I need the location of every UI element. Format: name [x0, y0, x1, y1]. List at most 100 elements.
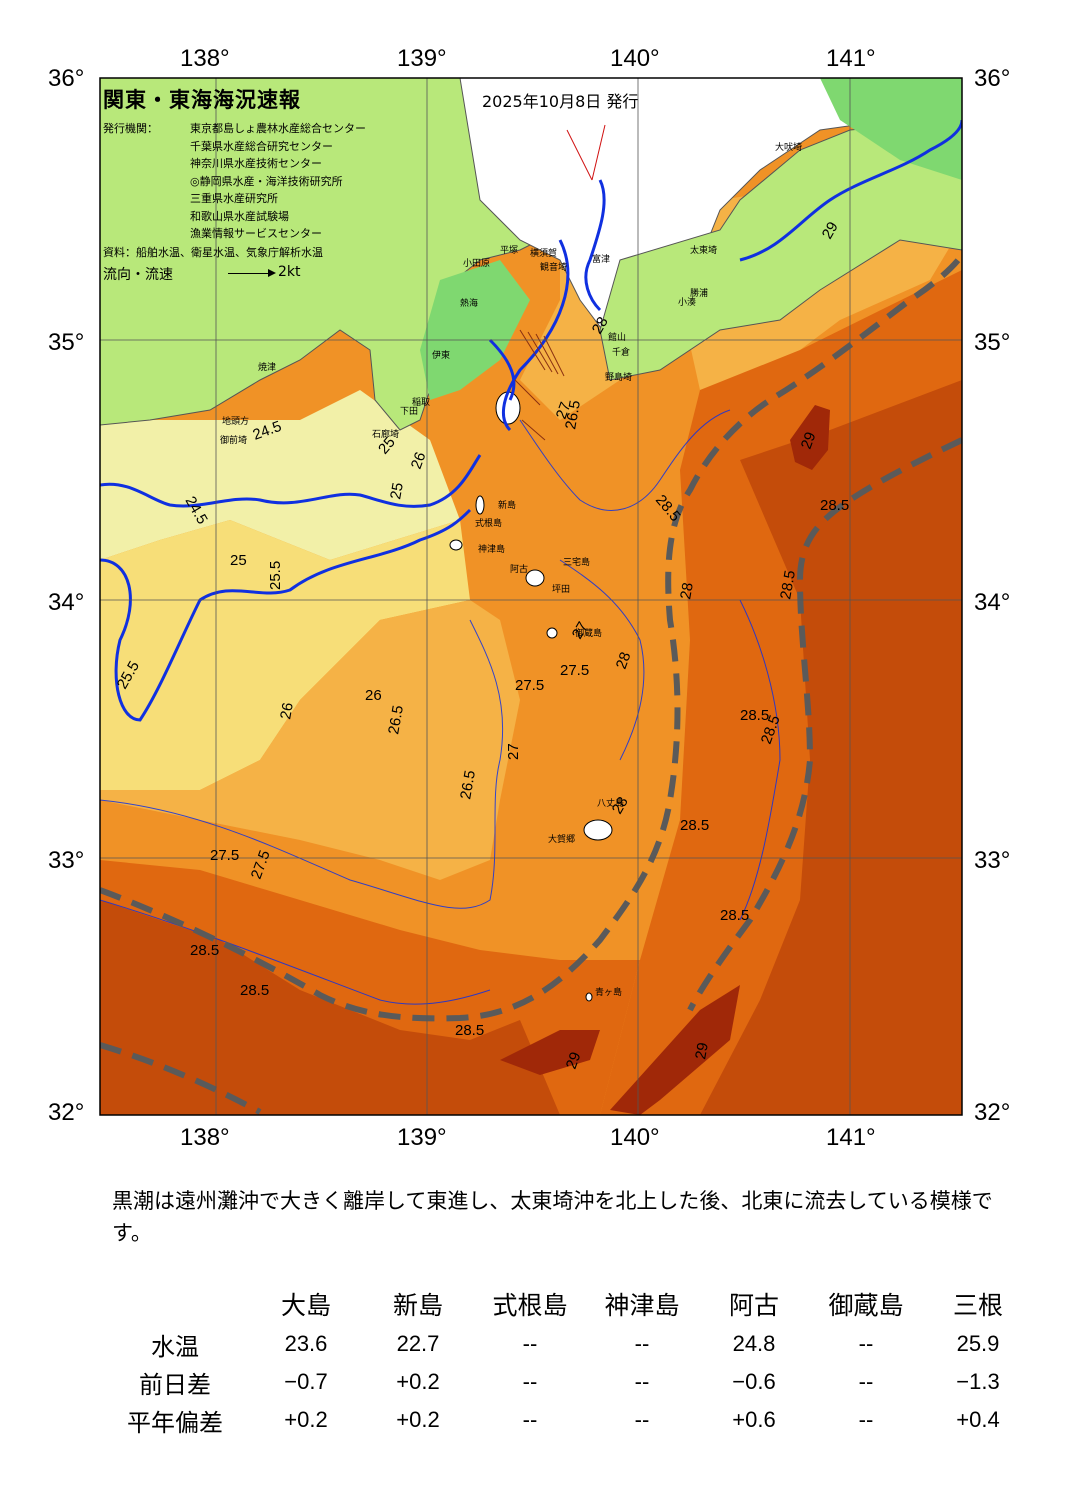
table-cell: --: [522, 1369, 538, 1394]
isotherm-label: 28: [677, 581, 697, 600]
lon-label: 139°: [397, 1124, 447, 1151]
publisher-label: 発行機関：: [103, 122, 158, 135]
place-name: 稲取: [412, 396, 430, 408]
island-miyake: [525, 569, 545, 587]
place-name: 坪田: [552, 584, 570, 595]
kuroshio-axis: [100, 253, 962, 1022]
isotherm-label: 26.5: [457, 769, 479, 801]
place-name: 新島: [498, 499, 516, 511]
lon-label: 138°: [180, 45, 230, 72]
place-name: 神津島: [478, 543, 505, 555]
place-name: 平塚: [500, 245, 518, 256]
isotherm-label: 28.5: [820, 497, 849, 514]
place-name: 焼津: [258, 362, 276, 373]
table-corner: [100, 1283, 250, 1325]
lat-label: 36°: [48, 65, 84, 92]
isotherm-label: 26: [408, 450, 430, 471]
isotherm-label: 27.5: [560, 662, 589, 679]
table-cell: --: [634, 1369, 650, 1394]
publisher-org: 神奈川県水産技術センター: [190, 157, 322, 170]
lat-label: 35°: [48, 329, 84, 356]
place-name: 富津: [592, 253, 610, 265]
place-name: 青ヶ島: [595, 986, 622, 998]
isotherm-label: 28.5: [680, 817, 709, 834]
isotherm-label: 28: [613, 650, 635, 671]
table-cell: −1.3: [956, 1369, 1000, 1394]
zone-29-a: [790, 405, 830, 470]
kuroshio-axis-south: [100, 1042, 262, 1115]
map-title-block: 関東・東海海況速報: [103, 84, 463, 114]
isotherm-label: 28.5: [777, 569, 799, 601]
zone-25: [100, 520, 470, 790]
isotherm-label: 25.5: [267, 561, 284, 590]
table-cell: 25.9: [956, 1331, 1000, 1356]
lat-label: 32°: [48, 1099, 84, 1126]
current-vectors: [514, 329, 565, 441]
lon-label: 138°: [180, 1124, 230, 1151]
table-row: 前日差 −0.7 +0.2 -- -- −0.6 -- −1.3: [100, 1363, 1034, 1401]
boundary-lines: [566, 124, 606, 181]
lat-labels-left: 36° 35° 34° 33° 32°: [48, 65, 84, 1126]
lon-label: 140°: [610, 1124, 660, 1151]
table-cell: --: [634, 1407, 650, 1432]
table-cell: +0.2: [396, 1369, 440, 1394]
lat-label: 33°: [48, 847, 84, 874]
place-name: 石廊埼: [372, 428, 399, 440]
publisher-org: 三重県水産研究所: [190, 192, 278, 205]
observation-table: 大島 新島 式根島 神津島 阿古 御蔵島 三根 水温 23.6 22.7 -- …: [100, 1283, 1034, 1439]
publisher-org: 和歌山県水産試験場: [190, 209, 289, 223]
place-name: 小湊: [678, 296, 696, 308]
place-name: 野島埼: [605, 371, 632, 383]
row-label: 水温: [151, 1332, 199, 1361]
isotherm-label: 27.5: [515, 677, 544, 694]
isotherm-label: 28.5: [740, 707, 769, 724]
isotherm-label: 29: [563, 1050, 585, 1071]
isotherms-thin: [100, 409, 781, 1005]
zone-285-west: [100, 900, 560, 1115]
station-name: 式根島: [492, 1291, 568, 1320]
isotherm-label: 29: [692, 1041, 712, 1060]
zone-285: [700, 380, 962, 1115]
isotherm-label: 28.5: [240, 982, 269, 999]
island-shikine: [449, 539, 463, 551]
place-name: 勝浦: [690, 287, 708, 299]
land-northeast: [820, 78, 962, 180]
station-name: 新島: [392, 1291, 443, 1320]
table-cell: +0.4: [956, 1407, 1000, 1432]
table-cell: −0.7: [284, 1369, 328, 1394]
zone-24: [100, 390, 460, 560]
place-name: 御蔵島: [575, 627, 602, 639]
station-name: 阿古: [728, 1291, 779, 1320]
place-name: 小田原: [463, 258, 490, 269]
lat-label: 34°: [48, 589, 84, 616]
isotherm-label: 29: [798, 430, 820, 451]
table-cell: --: [522, 1407, 538, 1432]
table-cell: --: [634, 1331, 650, 1356]
place-name: 大賀郷: [548, 833, 575, 845]
station-name: 大島: [280, 1291, 331, 1320]
table-cell: --: [858, 1331, 874, 1356]
lon-labels-top: 138° 139° 140° 141°: [180, 45, 876, 72]
table-cell: −0.6: [732, 1369, 776, 1394]
issue-date: 2025年10月8日 発行: [482, 92, 639, 111]
flow-legend-label: 流向・流速: [103, 267, 173, 283]
table-cell: +0.2: [396, 1407, 440, 1432]
place-name: 千倉: [612, 346, 630, 358]
place-name: 式根島: [475, 517, 502, 529]
land-izu-high: [420, 260, 530, 400]
station-name: 御蔵島: [828, 1291, 904, 1320]
isotherm-label: 27.5: [210, 847, 239, 864]
isotherm-label: 28: [589, 314, 612, 337]
station-name: 神津島: [604, 1291, 680, 1320]
isotherm-label: 26.5: [385, 704, 407, 736]
place-name: 観音埼: [540, 261, 567, 273]
island-hachijo: [583, 819, 613, 841]
flow-legend-scale: 2kt: [278, 264, 301, 280]
place-name: 阿古: [510, 563, 528, 575]
zone-29-c: [610, 985, 740, 1115]
place-name: 横須賀: [530, 247, 557, 259]
isotherm-label: 26.5: [562, 399, 584, 431]
flow-legend-arrow: [228, 273, 274, 274]
publisher-org: 漁業情報サービスセンター: [190, 227, 322, 240]
lon-label: 141°: [826, 1124, 876, 1151]
